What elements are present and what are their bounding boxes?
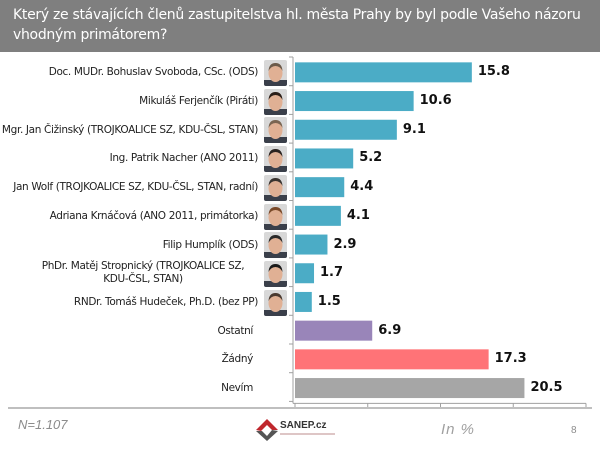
bar xyxy=(295,148,354,169)
logo-text: SANEP.cz xyxy=(280,420,327,431)
footer-divider xyxy=(8,407,592,409)
data-label: 4.4 xyxy=(350,179,374,195)
category-label: RNDr. Tomáš Hudeček, Ph.D. (bez PP) xyxy=(73,295,258,308)
candidate-photo xyxy=(264,60,287,86)
category-label: Nevím xyxy=(221,382,253,395)
category-label: Doc. MUDr. Bohuslav Svoboda, CSc. (ODS) xyxy=(48,66,259,79)
slide-title: Který ze stávajících členů zastupitelstv… xyxy=(13,7,581,43)
category-label: Ing. Patrik Nacher (ANO 2011) xyxy=(109,152,259,165)
candidate-photo xyxy=(264,117,287,144)
slide-header: Který ze stávajících členů zastupitelstv… xyxy=(0,0,600,52)
sample-size: N=1.107 xyxy=(18,417,68,432)
candidate-photo xyxy=(264,146,287,173)
category-label: Jan Wolf (TROJKOALICE SZ, KDU-ČSL, STAN,… xyxy=(13,181,258,194)
logo-tagline xyxy=(280,433,335,435)
candidate-photo xyxy=(264,232,287,259)
data-label: 4.1 xyxy=(346,207,370,223)
bar xyxy=(295,234,328,255)
sanep-logo-icon xyxy=(256,419,278,441)
data-label: 2.9 xyxy=(333,236,357,252)
data-label: 5.2 xyxy=(359,150,383,166)
category-label: PhDr. Matěj Stropnický (TROJKOALICE SZ, … xyxy=(41,260,245,286)
category-label: Mikuláš Ferjenčík (Piráti) xyxy=(139,95,258,108)
category-label: Žádný xyxy=(221,353,254,366)
data-label: 15.8 xyxy=(477,64,510,80)
category-label: Adriana Krnáčová (ANO 2011, primátorka) xyxy=(49,209,259,222)
page-number: 8 xyxy=(571,425,577,436)
data-label: 20.5 xyxy=(530,380,563,396)
candidate-photo xyxy=(264,260,287,287)
candidate-photo xyxy=(264,174,287,201)
data-label: 17.3 xyxy=(494,351,527,367)
bar-chart xyxy=(289,56,587,409)
category-label: Mgr. Jan Čižinský (TROJKOALICE SZ, KDU-Č… xyxy=(1,123,258,136)
data-label: 9.1 xyxy=(402,121,426,137)
unit-label: In % xyxy=(441,421,476,438)
bar xyxy=(295,320,373,341)
data-label: 1.5 xyxy=(317,293,341,309)
data-label: 1.7 xyxy=(320,265,344,281)
candidate-photo xyxy=(264,289,287,316)
bar xyxy=(295,378,525,399)
candidate-photo xyxy=(264,88,287,115)
bar xyxy=(295,119,397,140)
category-label: Ostatní xyxy=(217,324,253,337)
sanep-logo: SANEP.cz xyxy=(255,418,335,442)
bar xyxy=(295,205,341,226)
bar xyxy=(295,177,345,198)
bar xyxy=(295,91,414,112)
bar xyxy=(295,263,315,284)
category-label: Filip Humplík (ODS) xyxy=(162,238,259,251)
data-label: 6.9 xyxy=(378,322,402,338)
data-label: 10.6 xyxy=(419,93,452,109)
bar xyxy=(295,291,312,312)
bar xyxy=(295,62,472,83)
candidate-photo xyxy=(264,203,287,230)
bar xyxy=(295,349,489,370)
